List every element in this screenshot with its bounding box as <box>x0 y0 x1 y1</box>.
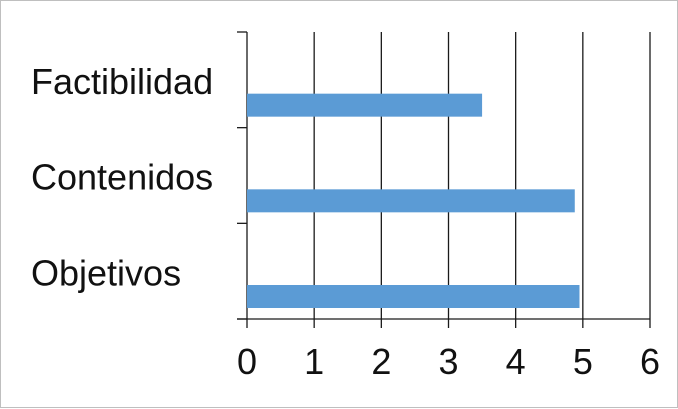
x-tick-label-3: 3 <box>438 341 458 382</box>
x-tick-label-5: 5 <box>573 341 593 382</box>
x-tick-label-1: 1 <box>304 341 324 382</box>
category-label-objetivos: Objetivos <box>31 252 181 293</box>
category-label-contenidos: Contenidos <box>31 157 213 198</box>
x-tick-label-4: 4 <box>506 341 526 382</box>
bar-factibilidad <box>247 93 483 117</box>
category-label-factibilidad: Factibilidad <box>31 61 213 102</box>
bar-contenidos <box>247 189 575 213</box>
bar-objetivos <box>247 285 580 308</box>
x-tick-label-2: 2 <box>371 341 391 382</box>
x-tick-label-6: 6 <box>640 341 660 382</box>
x-tick-label-0: 0 <box>237 341 257 382</box>
